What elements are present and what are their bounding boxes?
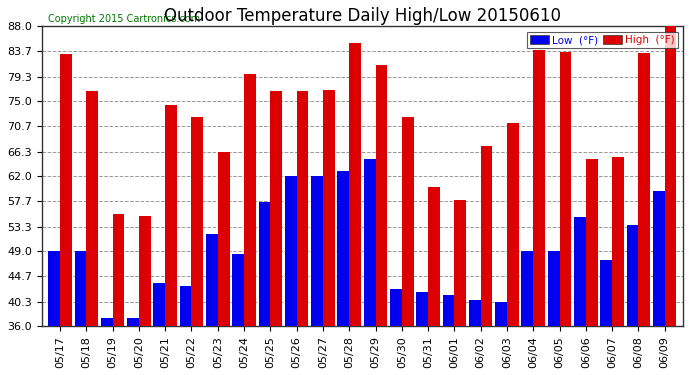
- Bar: [112, 214, 124, 326]
- Bar: [416, 292, 428, 326]
- Bar: [349, 43, 361, 326]
- Bar: [244, 74, 256, 326]
- Bar: [179, 286, 192, 326]
- Bar: [60, 54, 72, 326]
- Bar: [311, 176, 323, 326]
- Bar: [165, 105, 177, 326]
- Bar: [297, 90, 308, 326]
- Bar: [560, 52, 571, 326]
- Bar: [574, 217, 586, 326]
- Bar: [337, 171, 349, 326]
- Bar: [507, 123, 519, 326]
- Bar: [522, 251, 533, 326]
- Bar: [364, 159, 375, 326]
- Bar: [600, 260, 612, 326]
- Bar: [428, 188, 440, 326]
- Bar: [481, 146, 493, 326]
- Bar: [218, 152, 230, 326]
- Bar: [627, 225, 638, 326]
- Bar: [75, 251, 86, 326]
- Bar: [285, 176, 297, 326]
- Bar: [469, 300, 481, 326]
- Bar: [375, 65, 387, 326]
- Bar: [664, 27, 676, 326]
- Bar: [612, 158, 624, 326]
- Bar: [442, 295, 454, 326]
- Bar: [586, 159, 598, 326]
- Bar: [533, 50, 545, 326]
- Bar: [548, 251, 560, 326]
- Text: Copyright 2015 Cartronics.com: Copyright 2015 Cartronics.com: [48, 13, 200, 24]
- Bar: [192, 117, 204, 326]
- Bar: [402, 117, 413, 326]
- Bar: [638, 53, 650, 326]
- Title: Outdoor Temperature Daily High/Low 20150610: Outdoor Temperature Daily High/Low 20150…: [164, 7, 561, 25]
- Bar: [259, 202, 270, 326]
- Bar: [139, 216, 150, 326]
- Bar: [270, 90, 282, 326]
- Bar: [127, 318, 139, 326]
- Bar: [653, 191, 664, 326]
- Bar: [86, 91, 98, 326]
- Bar: [153, 283, 165, 326]
- Bar: [454, 200, 466, 326]
- Bar: [233, 254, 244, 326]
- Legend: Low  (°F), High  (°F): Low (°F), High (°F): [527, 32, 678, 48]
- Bar: [323, 90, 335, 326]
- Bar: [206, 234, 218, 326]
- Bar: [495, 302, 507, 326]
- Bar: [101, 318, 112, 326]
- Bar: [48, 251, 60, 326]
- Bar: [390, 289, 402, 326]
